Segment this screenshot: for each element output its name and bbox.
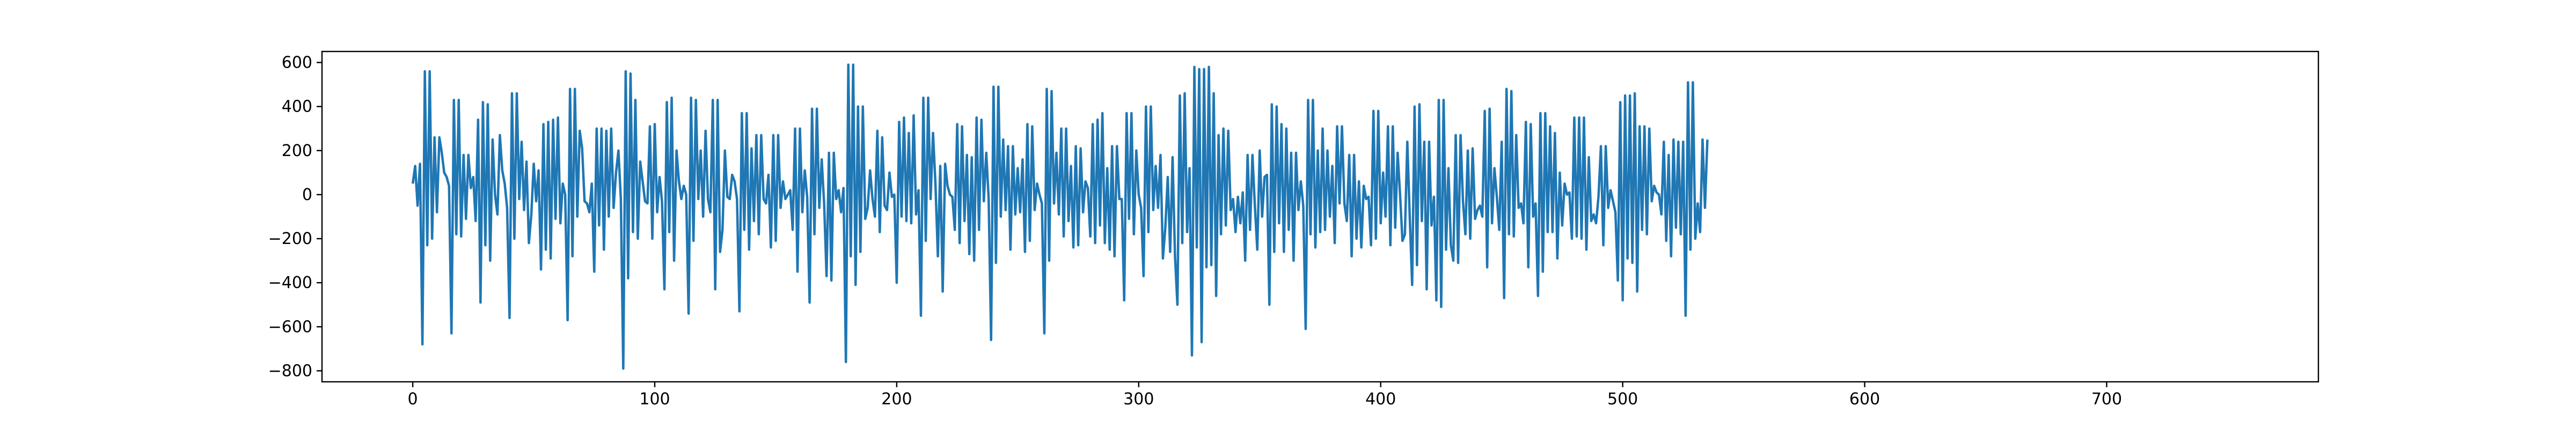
- x-tick-label: 200: [881, 390, 912, 409]
- y-tick-label: −800: [268, 361, 312, 380]
- x-tick-label: 600: [1849, 390, 1880, 409]
- y-tick-label: −600: [268, 317, 312, 336]
- x-tick-label: 300: [1123, 390, 1154, 409]
- axes-frame: [321, 50, 2319, 383]
- x-tick-label: 500: [1607, 390, 1638, 409]
- y-axis: −800 −600 −400 −200 0 200 400 600: [268, 54, 322, 380]
- plot-area: [411, 63, 1709, 370]
- x-tick-label: 100: [639, 390, 670, 409]
- y-tick-label: 0: [302, 186, 312, 204]
- x-tick-label: 700: [2091, 390, 2122, 409]
- x-tick-label: 0: [408, 390, 418, 409]
- x-axis: 0 100 200 300 400 500 600 700: [408, 382, 2122, 409]
- y-tick-label: −200: [268, 230, 312, 248]
- y-tick-label: 200: [282, 142, 312, 160]
- series-line-0: [411, 63, 1709, 370]
- y-tick-label: 400: [282, 98, 312, 116]
- y-tick-label: −400: [268, 273, 312, 292]
- x-tick-label: 400: [1365, 390, 1396, 409]
- y-tick-label: 600: [282, 54, 312, 72]
